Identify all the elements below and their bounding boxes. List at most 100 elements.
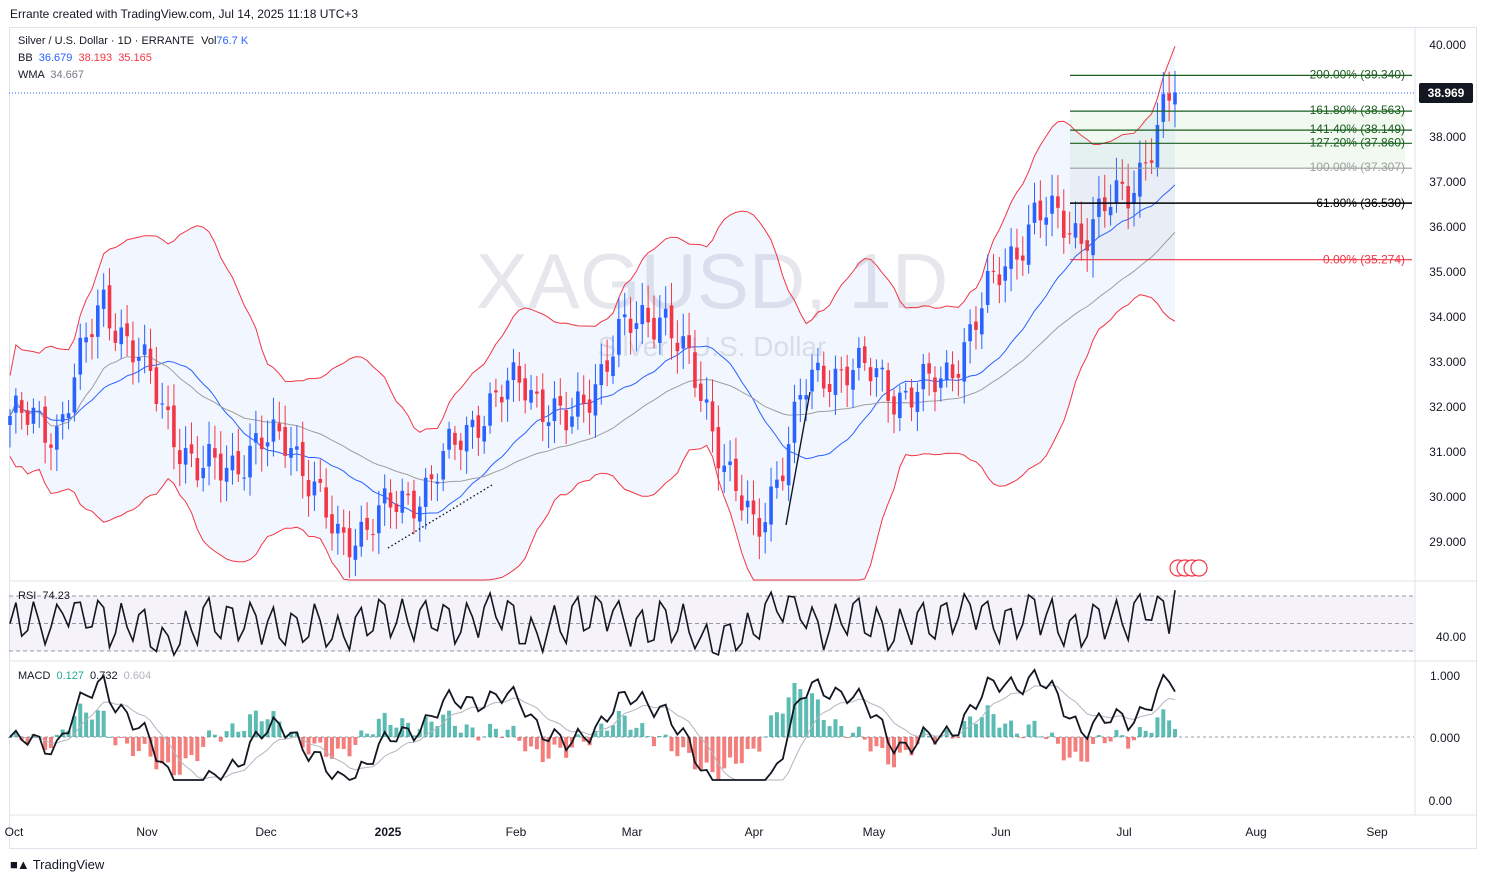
macd-histogram-bar — [704, 737, 709, 763]
candle-body — [482, 426, 486, 442]
candle-body — [1026, 224, 1031, 265]
candle-body — [581, 394, 586, 404]
macd-line — [9, 668, 1176, 782]
candle-body — [570, 416, 574, 427]
candle-body — [944, 362, 949, 381]
candle-body — [1114, 180, 1119, 203]
candle-body — [136, 357, 141, 361]
candle-body — [417, 506, 422, 522]
macd-histogram-bar — [265, 719, 270, 737]
candle-body — [90, 334, 94, 338]
candle-body — [55, 426, 59, 450]
macd-histogram-bar — [441, 714, 446, 737]
macd-histogram-bar — [774, 712, 779, 737]
macd-histogram-bar — [341, 737, 346, 750]
macd-histogram-bar — [523, 737, 528, 752]
macd-histogram-bar — [938, 736, 943, 738]
candle-body — [166, 406, 170, 410]
macd-histogram-bar — [1120, 735, 1125, 737]
macd-histogram-bar — [388, 724, 393, 737]
macd-histogram-bar — [610, 725, 615, 737]
macd-histogram-bar — [411, 735, 416, 737]
macd-histogram-bar — [125, 737, 130, 744]
candle-body — [295, 446, 299, 450]
macd-histogram-bar — [558, 737, 563, 748]
macd-histogram-bar — [130, 737, 135, 757]
macd-histogram-bar — [324, 737, 329, 757]
candle-body — [107, 285, 112, 329]
candle-body — [558, 395, 563, 406]
macd-histogram-bar — [1020, 737, 1025, 739]
candle-body — [66, 413, 71, 419]
candle-body — [494, 390, 498, 393]
legend-rsi-row: RSI 74.23 — [18, 589, 70, 604]
candle-body — [1015, 247, 1019, 260]
legend-bb-row: BB 36.679 38.193 35.165 — [18, 51, 152, 66]
candle-body — [745, 500, 750, 508]
macd-histogram-bar — [359, 730, 364, 737]
legend-macd-line: 0.732 — [90, 670, 118, 682]
macd-histogram-bar — [886, 737, 891, 765]
macd-histogram-bar — [932, 737, 937, 745]
candle-body — [693, 352, 697, 388]
candle-body — [300, 442, 305, 477]
candle-body — [751, 500, 756, 515]
candle-body — [60, 414, 65, 423]
macd-histogram-bar — [201, 737, 206, 747]
macd-histogram-bar — [810, 693, 815, 737]
macd-histogram-bar — [470, 727, 475, 737]
macd-histogram-bar — [927, 735, 932, 737]
candle-body — [330, 514, 334, 534]
candle-body — [827, 383, 832, 392]
macd-histogram-bar — [95, 710, 100, 737]
macd-histogram-bar — [482, 736, 487, 738]
candle-body — [617, 318, 621, 355]
candle-body — [810, 369, 814, 392]
candle-body — [312, 481, 317, 496]
candle-body — [43, 406, 47, 443]
candle-body — [470, 419, 475, 428]
macd-histogram-bar — [1055, 737, 1060, 744]
macd-histogram-bar — [43, 737, 48, 751]
macd-histogram-bar — [687, 737, 692, 753]
tradingview-logo[interactable]: ■▲ TradingView — [10, 857, 104, 872]
macd-histogram-bar — [1108, 737, 1113, 742]
event-flag-icon[interactable] — [1190, 559, 1208, 577]
candle-body — [1102, 197, 1107, 212]
candle-body — [915, 391, 920, 412]
candle-body — [25, 410, 30, 425]
candle-body — [1132, 192, 1136, 204]
macd-histogram-bar — [862, 737, 867, 740]
macd-histogram-bar — [792, 682, 797, 737]
macd-histogram-bar — [804, 697, 809, 737]
macd-histogram-bar — [669, 737, 674, 752]
macd-histogram-bar — [1143, 730, 1148, 737]
macd-histogram-bar — [25, 737, 30, 744]
macd-histogram-bar — [1091, 737, 1096, 744]
candle-body — [1120, 181, 1125, 184]
legend-macd-row: MACD 0.127 0.732 0.604 — [18, 669, 151, 684]
candle-body — [974, 321, 978, 330]
candle-body — [37, 410, 42, 412]
candle-body — [201, 467, 205, 479]
candle-body — [640, 305, 645, 325]
macd-histogram-bar — [230, 723, 235, 737]
macd-histogram-bar — [54, 734, 59, 737]
legend-macd-hist: 0.127 — [56, 670, 84, 682]
macd-histogram-bar — [827, 726, 832, 737]
candle-body — [435, 481, 440, 484]
candle-body — [611, 356, 615, 377]
rsi-line — [9, 590, 1176, 658]
macd-histogram-bar — [763, 736, 768, 738]
candle-body — [663, 308, 668, 318]
candle-body — [804, 395, 808, 400]
macd-histogram-bar — [628, 729, 633, 737]
candle-body — [49, 444, 53, 448]
macd-histogram-bar — [248, 714, 253, 737]
candle-body — [336, 523, 340, 534]
candle-body — [599, 364, 604, 386]
macd-histogram-bar — [271, 711, 276, 737]
candle-body — [1149, 160, 1154, 163]
candle-body — [259, 437, 264, 450]
